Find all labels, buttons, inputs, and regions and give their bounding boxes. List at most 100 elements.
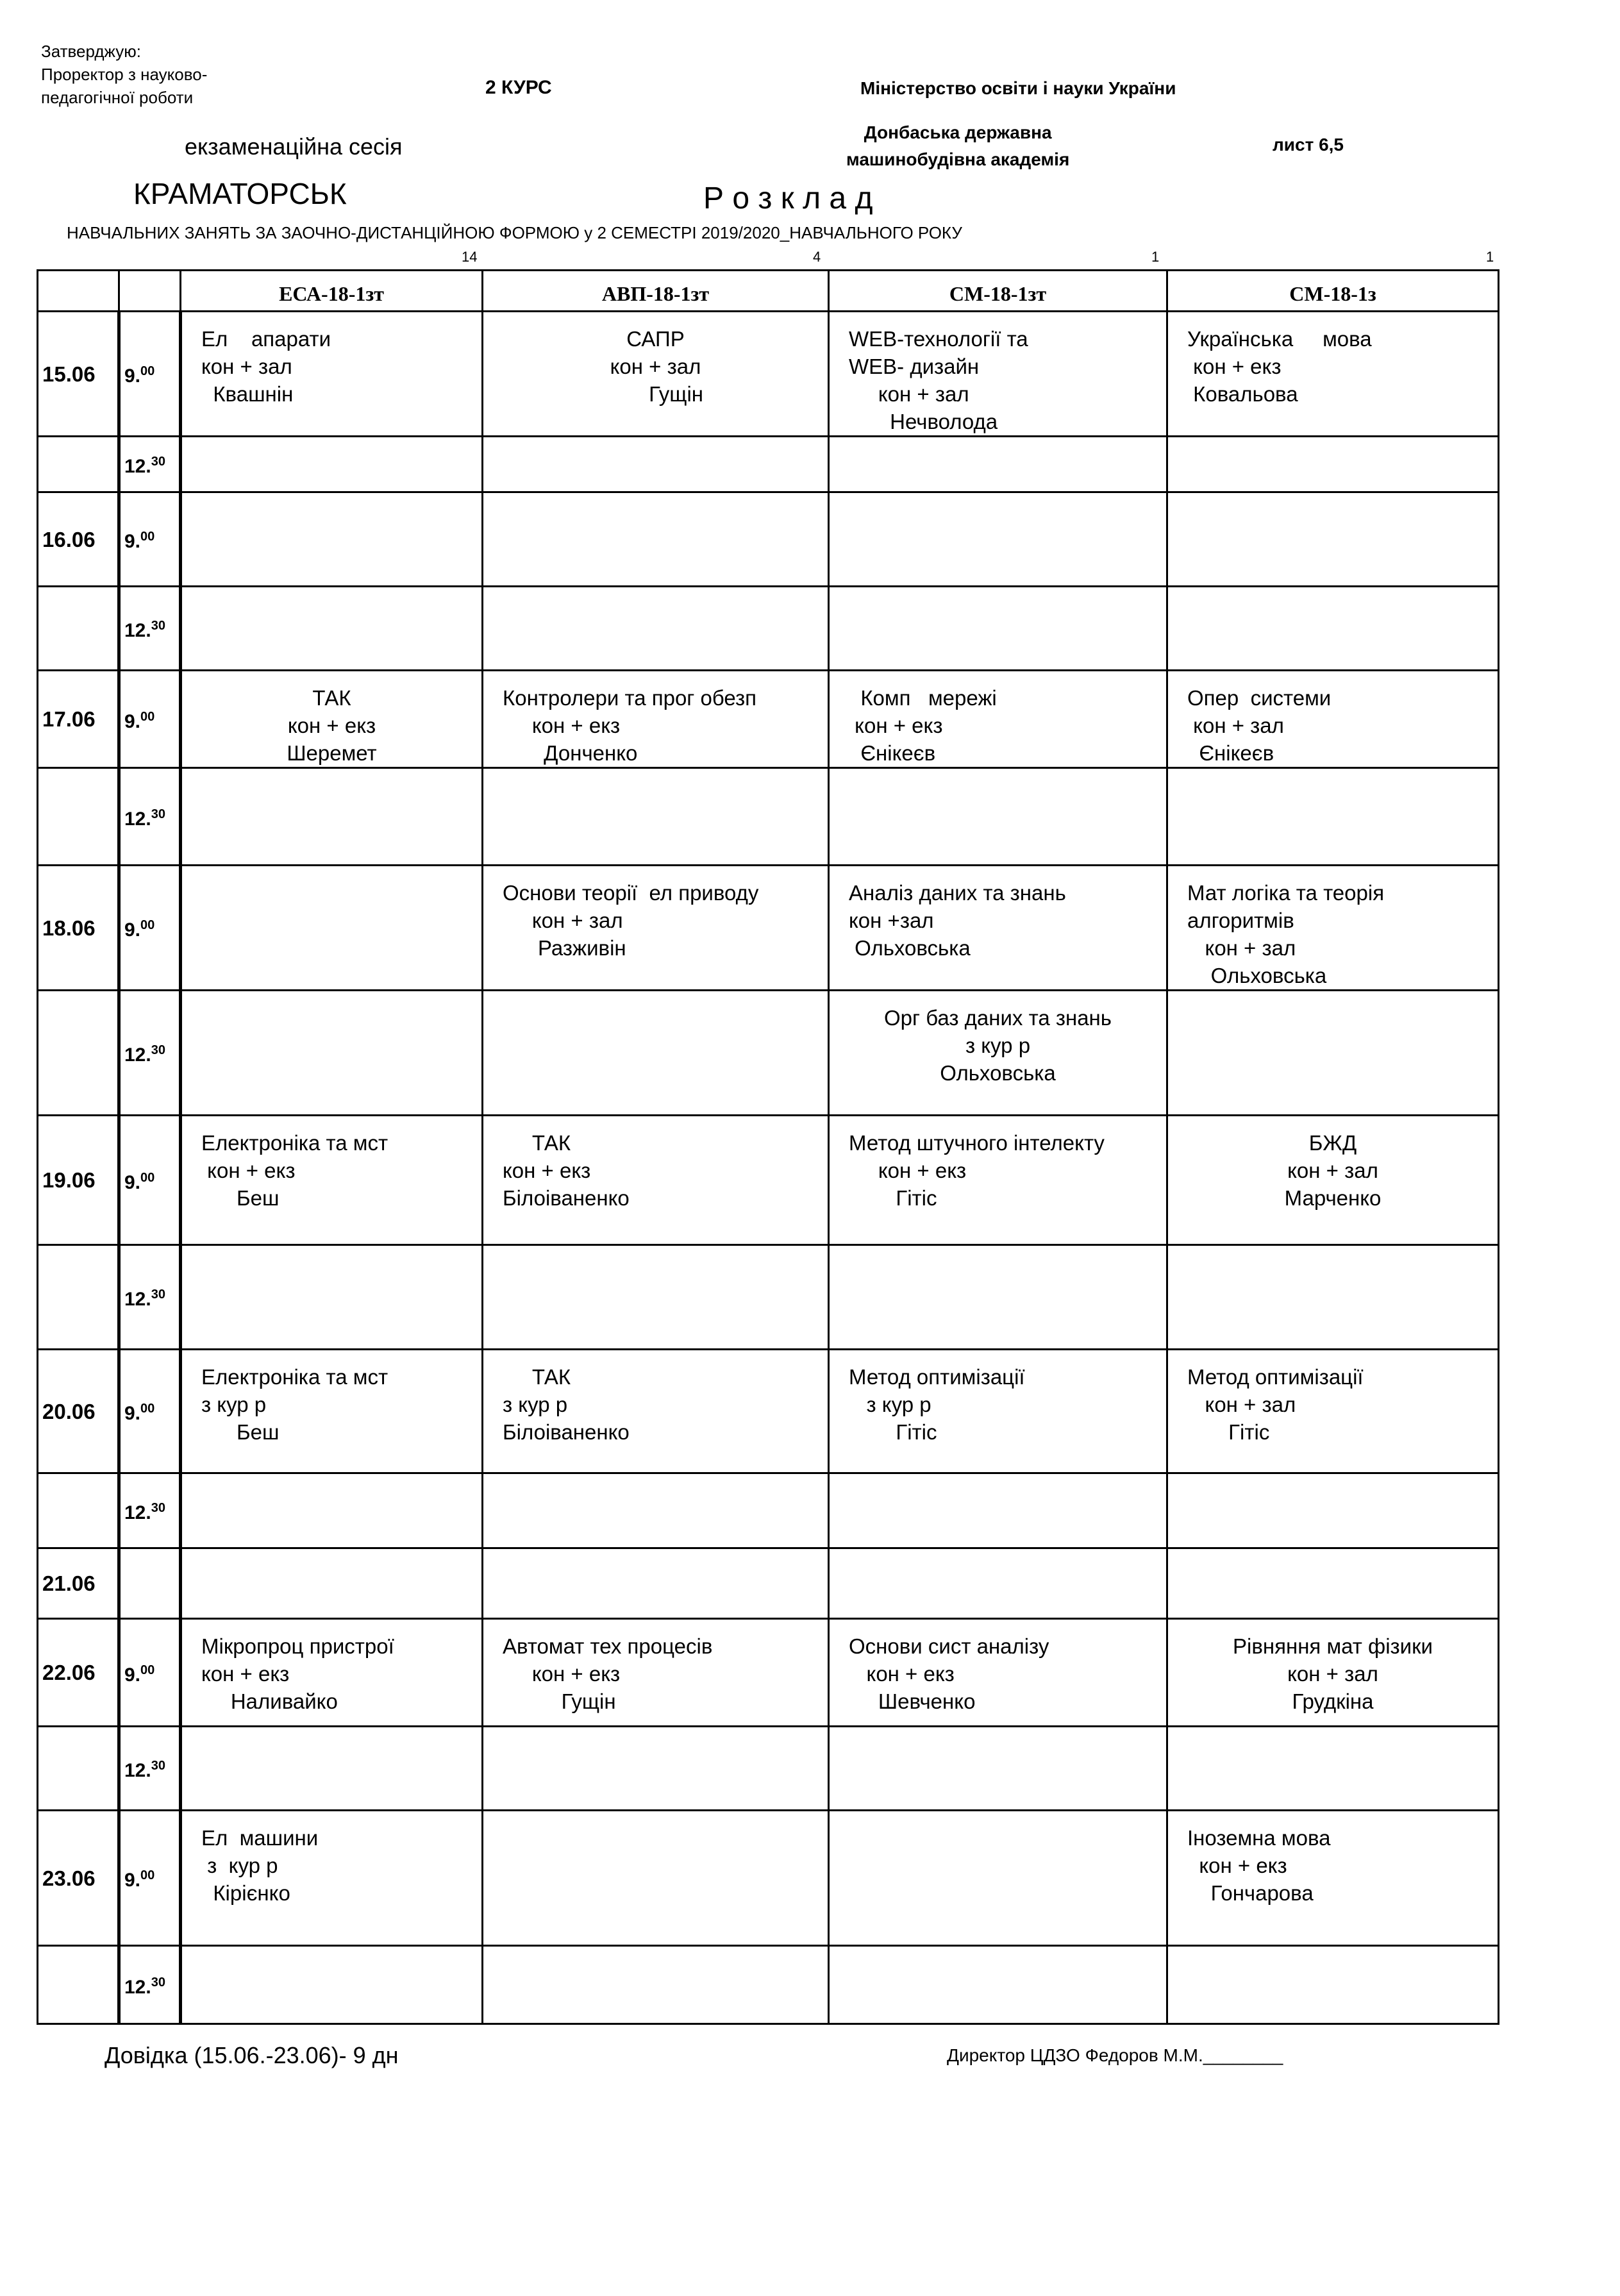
schedule-cell: [828, 1472, 1168, 1549]
schedule-cell: [481, 1547, 830, 1620]
cell-line: Метод оптимізації: [849, 1365, 1025, 1389]
cell-line: кон + екз: [503, 1159, 591, 1182]
cell-line: Гончарова: [1187, 1881, 1314, 1905]
table-row: 18.06 9.00 Основи теорії ел приводу кон + …: [37, 864, 1499, 991]
cell-line: Основи сист аналізу: [849, 1634, 1049, 1658]
schedule-cell: [1166, 1547, 1499, 1620]
schedule-cell: Метод оптимізації кон + зал Гітіс: [1166, 1348, 1499, 1474]
time-cell: 9.00: [117, 669, 182, 769]
cell-line: кон + зал: [1287, 1159, 1378, 1182]
schedule-cell: [1166, 989, 1499, 1116]
cell-line: Автомат тех процесів: [503, 1634, 713, 1658]
cell-line: алгоритмів: [1187, 909, 1294, 932]
group-count: 1: [1151, 249, 1160, 265]
schedule-cell: [481, 989, 830, 1116]
footer-director: Директор ЦДЗО Федоров М.М.________: [947, 2045, 1283, 2065]
city-label: КРАМАТОРСЬК: [133, 177, 347, 210]
cell-line: Білоіваненко: [503, 1186, 630, 1210]
time-cell: 9.00: [117, 1114, 182, 1246]
table-row: 22.06 9.00 Мікропроц пристрої кон + екз Нал…: [37, 1618, 1499, 1727]
sheet-label: лист 6,5: [1273, 135, 1344, 155]
course-label: 2 КУРС: [485, 77, 552, 98]
cell-line: Контролери та прог обезп: [503, 686, 757, 710]
cell-line: Метод штучного інтелекту: [849, 1131, 1105, 1155]
schedule-cell: Основи сист аналізу кон + екз Шевченко: [828, 1618, 1168, 1727]
cell-line: Комп мережі: [849, 686, 997, 710]
schedule-cell: [180, 435, 483, 493]
cell-line: Грудкіна: [1292, 1689, 1374, 1713]
time-hour: 12.: [124, 1044, 151, 1066]
date-cell: [37, 767, 120, 866]
cell-line: з кур р: [849, 1393, 931, 1416]
cell-line: Донченко: [503, 741, 638, 765]
time-hour: 9.: [124, 1664, 141, 1686]
table-row: 23.06 9.00 Ел машини з кур р Кірієнко Інозе…: [37, 1809, 1499, 1947]
cell-line: кон + екз: [1187, 355, 1282, 378]
cell-line: Іноземна мова: [1187, 1826, 1331, 1850]
schedule-cell: [481, 1809, 830, 1947]
cell-line: кон + екз: [503, 714, 621, 737]
academy-line: Донбаська державна: [864, 122, 1052, 142]
time-minutes: 30: [151, 1501, 165, 1515]
cell-line: кон + зал: [610, 355, 701, 378]
page-title: Р о з к л а д: [703, 181, 873, 215]
cell-line: з кур р: [503, 1393, 568, 1416]
date-cell: 19.06: [37, 1114, 120, 1246]
schedule-cell: Аналіз даних та знань кон +зал Ольховська: [828, 864, 1168, 991]
time-hour: 12.: [124, 808, 151, 830]
schedule-cell: [828, 1809, 1168, 1947]
time-minutes: 00: [140, 1402, 155, 1416]
cell-line: Ольховська: [849, 936, 971, 960]
schedule-cell: [828, 1547, 1168, 1620]
time-cell: 12.30: [117, 1244, 182, 1350]
cell-line: Ольховська: [1187, 964, 1327, 987]
cell-line: Гітіс: [1187, 1420, 1270, 1444]
schedule-cell: [1166, 767, 1499, 866]
cell-line: Ел машини: [201, 1826, 319, 1850]
cell-line: кон + зал: [201, 355, 292, 378]
group-header: АВП-18-1зт: [481, 269, 830, 312]
group-count: 4: [813, 249, 821, 265]
date-cell: [37, 1244, 120, 1350]
schedule-cell: Метод штучного інтелекту кон + екз Гітіс: [828, 1114, 1168, 1246]
time-minutes: 00: [140, 1170, 155, 1185]
schedule-cell: Ел апарати кон + зал Квашнін: [180, 310, 483, 437]
approval-block: Затверджую: Проректор з науково- педагог…: [41, 40, 207, 109]
cell-line: WEB- дизайн: [849, 355, 980, 378]
time-minutes: 00: [140, 709, 155, 724]
schedule-cell: Електроніка та мст кон + екз Беш: [180, 1114, 483, 1246]
schedule-cell: [828, 585, 1168, 671]
cell-line: ТАК: [503, 1365, 571, 1389]
approval-line: Проректор з науково-: [41, 65, 208, 84]
cell-line: кон + зал: [503, 909, 623, 932]
date-header: [37, 269, 120, 312]
cell-line: з кур р: [965, 1034, 1031, 1057]
cell-line: Гітіс: [849, 1186, 937, 1210]
schedule-cell: Метод оптимізації з кур р Гітіс: [828, 1348, 1168, 1474]
cell-line: кон + зал: [1187, 1393, 1296, 1416]
cell-line: Беш: [201, 1186, 280, 1210]
date-cell: 20.06: [37, 1348, 120, 1474]
schedule-cell: ТАК з кур р Білоіваненко: [481, 1348, 830, 1474]
date-cell: [37, 989, 120, 1116]
cell-line: Разживін: [503, 936, 626, 960]
cell-line: кон + екз: [201, 1662, 290, 1686]
schedule-cell: [180, 1547, 483, 1620]
cell-line: Шеремет: [287, 741, 377, 765]
time-hour: 9.: [124, 365, 141, 387]
table-row: 12.30: [37, 1244, 1499, 1350]
schedule-cell: [828, 435, 1168, 493]
schedule-cell: Мат логіка та теорія алгоритмів кон + зал…: [1166, 864, 1499, 991]
date-cell: [37, 1725, 120, 1811]
cell-line: Єнікеєв: [1187, 741, 1274, 765]
cell-line: Нечволода: [849, 410, 998, 433]
schedule-cell: Автомат тех процесів кон + екз Гущін: [481, 1618, 830, 1727]
schedule-cell: [1166, 585, 1499, 671]
time-hour: 12.: [124, 1502, 151, 1523]
schedule-cell: [180, 491, 483, 587]
schedule-cell: [1166, 1945, 1499, 2025]
date-cell: [37, 1945, 120, 2025]
group-header: ЕСА-18-1зт: [180, 269, 483, 312]
cell-line: кон + зал: [849, 382, 969, 406]
cell-line: Українська мова: [1187, 327, 1372, 351]
